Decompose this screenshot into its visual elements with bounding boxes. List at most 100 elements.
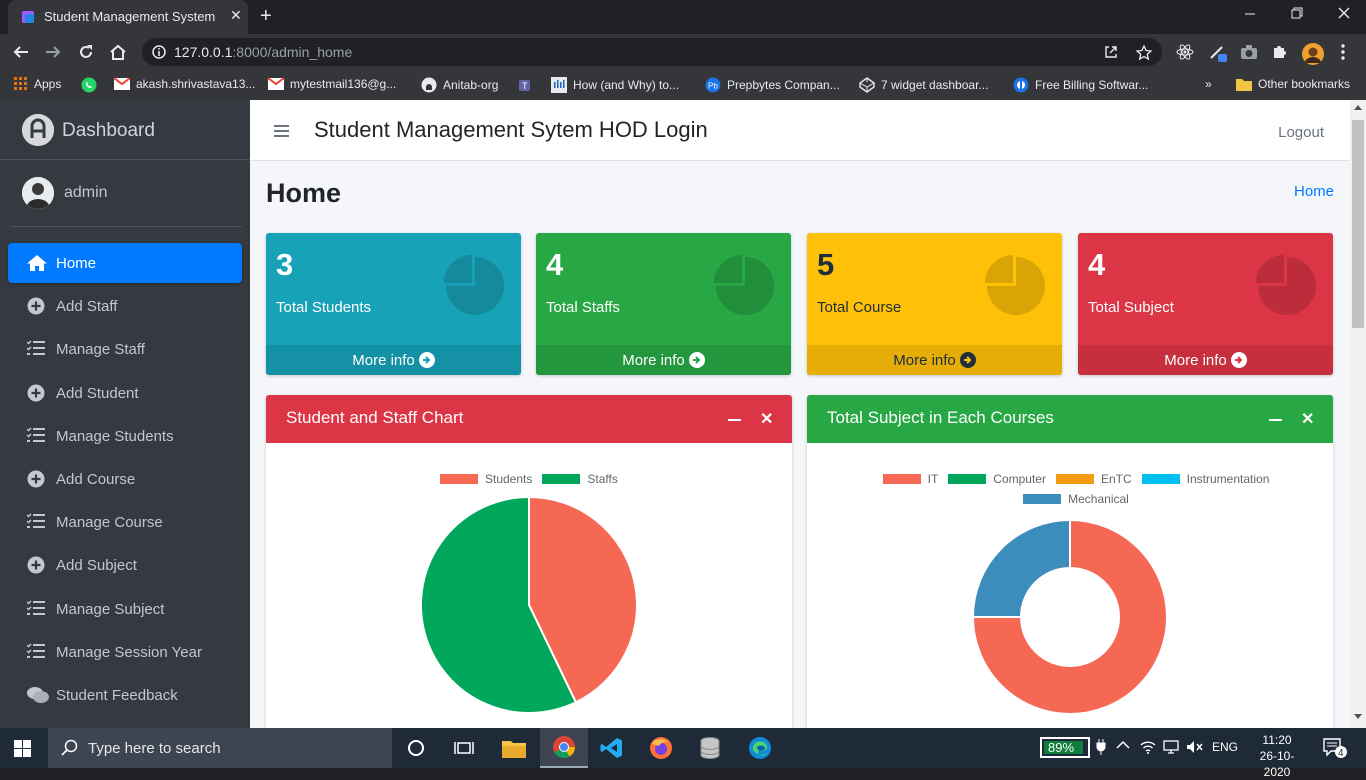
sidebar-item-add-student[interactable]: Add Student (8, 373, 242, 413)
scroll-down-arrow-icon[interactable] (1354, 714, 1362, 720)
power-plug-icon[interactable] (1096, 739, 1106, 755)
firefox-icon[interactable] (637, 728, 685, 768)
collapse-card-icon[interactable] (1269, 419, 1282, 421)
colorpick-extension-icon[interactable] (1208, 43, 1228, 63)
url-host: 127.0.0.1 (174, 44, 233, 60)
legend-swatch (542, 474, 581, 484)
battery-percent: 89% (1048, 740, 1075, 755)
bookmark-widget-dashboard[interactable]: 7 widget dashboar... (859, 77, 988, 93)
legend-swatch (1055, 474, 1094, 484)
sidebar-item-label: Manage Course (56, 514, 163, 531)
bookmark-cisco[interactable]: How (and Why) to... (551, 77, 679, 93)
legend-item[interactable]: EnTC (1055, 472, 1132, 486)
wifi-icon[interactable] (1140, 740, 1156, 754)
legend-item[interactable]: Instrumentation (1141, 472, 1269, 486)
bookmarks-overflow[interactable]: » (1205, 77, 1212, 91)
sidebar-item-student-feedback[interactable]: Student Feedback (8, 675, 242, 715)
sidebar-item-add-staff[interactable]: Add Staff (8, 286, 242, 326)
profile-avatar-icon[interactable] (1302, 43, 1324, 65)
language-indicator[interactable]: ENG (1212, 740, 1239, 754)
address-bar[interactable]: 127.0.0.1:8000/admin_home (142, 38, 1162, 66)
close-window-icon[interactable] (1337, 6, 1351, 20)
browser-menu-icon[interactable] (1340, 43, 1346, 61)
sidebar-item-home[interactable]: Home (8, 243, 242, 283)
logout-link[interactable]: Logout (1278, 124, 1324, 141)
display-icon[interactable] (1163, 740, 1179, 754)
more-info-link[interactable]: More info (266, 345, 521, 375)
scrollbar-thumb[interactable] (1352, 120, 1364, 328)
restore-window-icon[interactable] (1290, 6, 1304, 20)
more-info-link[interactable]: More info (536, 345, 791, 375)
extensions-puzzle-icon[interactable] (1272, 43, 1288, 59)
legend-item[interactable]: Mechanical (1023, 492, 1129, 506)
file-explorer-icon[interactable] (490, 728, 538, 768)
sidebar-item-manage-course[interactable]: Manage Course (8, 502, 242, 542)
legend-item[interactable]: Staffs (542, 472, 618, 486)
collapse-card-icon[interactable] (728, 419, 741, 421)
pie-slice-mechanical[interactable] (971, 518, 1071, 618)
tab-close-icon[interactable]: ✕ (230, 7, 242, 23)
stat-box-students: 3 Total Students More info (266, 233, 521, 375)
minimize-window-icon[interactable] (1244, 6, 1256, 20)
sidebar-item-manage-session-year[interactable]: Manage Session Year (8, 632, 242, 672)
sidebar-item-label: Manage Students (56, 428, 174, 445)
sidebar-item-manage-staff[interactable]: Manage Staff (8, 329, 242, 369)
bookmark-whatsapp[interactable] (81, 77, 97, 93)
other-bookmarks-folder[interactable]: Other bookmarks (1236, 77, 1350, 91)
bookmark-free-billing[interactable]: Free Billing Softwar... (1013, 77, 1148, 93)
volume-muted-icon[interactable] (1186, 740, 1204, 754)
sidebar-item-label: Add Subject (56, 557, 137, 574)
reload-icon[interactable] (77, 43, 95, 61)
edge-icon[interactable] (736, 728, 784, 768)
notifications-icon[interactable]: 4 (1322, 737, 1348, 759)
show-hidden-icons-chevron-icon[interactable] (1116, 740, 1130, 750)
bookmark-star-icon[interactable] (1136, 45, 1152, 61)
legend-item[interactable]: Students (440, 472, 532, 486)
remove-card-icon[interactable]: ✕ (760, 411, 774, 428)
brand-link[interactable]: Dashboard (0, 100, 250, 160)
forward-arrow-icon[interactable] (44, 43, 62, 61)
chrome-taskbar-icon[interactable] (540, 728, 588, 768)
legend-item[interactable]: IT (882, 472, 938, 486)
sidebar-item-add-course[interactable]: Add Course (8, 459, 242, 499)
sidebar-item-manage-subject[interactable]: Manage Subject (8, 589, 242, 629)
database-app-icon[interactable] (686, 728, 734, 768)
pie-slice-it[interactable] (971, 518, 1168, 715)
bookmark-prepbytes[interactable]: Pb Prepbytes Compan... (705, 77, 840, 93)
bookmark-teams[interactable]: T (518, 77, 534, 93)
taskbar-search-box[interactable]: Type here to search (48, 728, 392, 768)
bookmark-anitab[interactable]: Anitab-org (421, 77, 498, 93)
more-info-link[interactable]: More info (1078, 345, 1333, 375)
new-tab-button[interactable]: + (260, 5, 272, 27)
web-page: Dashboard admin Home Add Staff Manage St… (0, 100, 1366, 728)
bookmark-gmail-akash[interactable]: akash.shrivastava13... (114, 77, 255, 91)
breadcrumb-home[interactable]: Home (1294, 183, 1335, 200)
page-scrollbar[interactable] (1350, 100, 1366, 728)
scroll-up-arrow-icon[interactable] (1354, 104, 1362, 110)
camera-extension-icon[interactable] (1240, 43, 1258, 61)
windows-start-icon[interactable] (14, 740, 32, 758)
browser-tab[interactable]: Student Management System ✕ (8, 0, 248, 34)
task-view-icon[interactable] (440, 728, 488, 768)
home-page-icon[interactable] (109, 43, 127, 61)
bookmark-gmail-mytestmail[interactable]: mytestmail136@g... (268, 77, 396, 91)
system-clock[interactable]: 11:20 26-10-2020 (1247, 732, 1307, 780)
user-panel[interactable]: admin (10, 160, 242, 227)
site-info-icon[interactable] (152, 45, 166, 59)
bookmark-apps[interactable]: Apps (14, 77, 61, 91)
open-in-app-icon[interactable] (1104, 45, 1118, 59)
pie-slice-students[interactable] (528, 495, 638, 704)
menu-toggle-icon[interactable] (274, 124, 290, 138)
sidebar-item-add-subject[interactable]: Add Subject (8, 545, 242, 585)
cortana-icon[interactable] (392, 728, 440, 768)
apps-grid-icon (14, 77, 28, 91)
pie-slice-staffs[interactable] (420, 495, 578, 714)
battery-indicator[interactable]: 89% (1040, 737, 1090, 758)
legend-item[interactable]: Computer (948, 472, 1046, 486)
more-info-link[interactable]: More info (807, 345, 1062, 375)
sidebar-item-manage-students[interactable]: Manage Students (8, 416, 242, 456)
back-arrow-icon[interactable] (12, 43, 30, 61)
vscode-icon[interactable] (588, 728, 636, 768)
remove-card-icon[interactable]: ✕ (1301, 411, 1315, 428)
react-devtools-icon[interactable] (1176, 43, 1194, 61)
